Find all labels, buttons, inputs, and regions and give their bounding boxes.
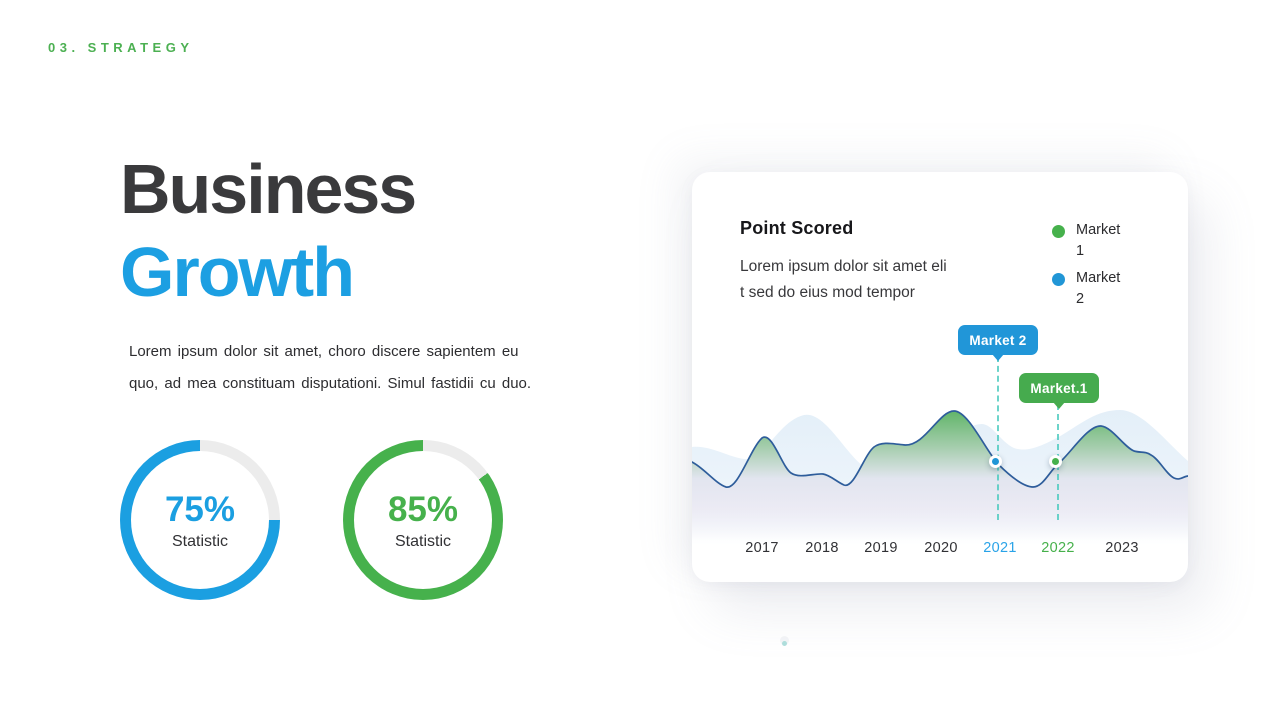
card-subtitle: Lorem ipsum dolor sit amet eli t sed do …: [740, 254, 990, 306]
data-point-2022[interactable]: [1049, 455, 1062, 468]
legend-dot-blue-icon: [1052, 273, 1065, 286]
intro-paragraph-line1: Lorem ipsum dolor sit amet, choro discer…: [129, 343, 519, 360]
page-title-line1: Business: [120, 150, 417, 228]
section-eyebrow: 03. STRATEGY: [48, 40, 194, 55]
stat-ring-green: 85% Statistic: [343, 440, 503, 600]
card-subtitle-line1: Lorem ipsum dolor sit amet eli: [740, 258, 947, 275]
tooltip-market1-label: Market.1: [1030, 380, 1088, 396]
card-title: Point Scored: [740, 218, 854, 238]
card-subtitle-line2: t sed do eius mod tempor: [740, 284, 915, 301]
legend-label-market1: Market 1: [1076, 222, 1121, 259]
legend-item-market1[interactable]: Market 1: [1052, 220, 1148, 262]
dashed-guide-2021: [997, 356, 999, 520]
tooltip-market2[interactable]: Market 2: [958, 325, 1038, 361]
tooltip-pointer-icon: [992, 354, 1004, 361]
market1-line: [692, 410, 1188, 488]
decorative-dot-icon: [782, 641, 787, 646]
growth-area-chart: [692, 410, 1188, 545]
legend-label-market2: Market 2: [1076, 270, 1121, 307]
chart-legend: Market 1 Market 2: [1052, 220, 1148, 316]
page-title: Business Growth: [120, 148, 417, 314]
intro-paragraph-line2: quo, ad mea constituam disputationi. Sim…: [129, 375, 532, 392]
stat-value-green: 85%: [387, 489, 459, 529]
stat-ring-blue-center: 75% Statistic: [131, 451, 269, 589]
stat-caption-blue: Statistic: [171, 532, 228, 550]
legend-dot-green-icon: [1052, 225, 1065, 238]
stat-ring-blue: 75% Statistic: [120, 440, 280, 600]
data-point-2021[interactable]: [989, 455, 1002, 468]
legend-item-market2[interactable]: Market 2: [1052, 268, 1148, 310]
point-scored-card: Point Scored Lorem ipsum dolor sit amet …: [692, 172, 1188, 582]
intro-paragraph: Lorem ipsum dolor sit amet, choro discer…: [129, 336, 569, 400]
tooltip-market1[interactable]: Market.1: [1019, 373, 1099, 409]
tooltip-pointer-icon: [1053, 402, 1065, 409]
stat-caption-green: Statistic: [394, 532, 451, 550]
page-title-line2: Growth: [120, 233, 355, 311]
stat-ring-green-center: 85% Statistic: [354, 451, 492, 589]
stat-value-blue: 75%: [164, 489, 236, 529]
market1-gradient-area: [692, 411, 1188, 545]
tooltip-market2-label: Market 2: [969, 332, 1027, 348]
